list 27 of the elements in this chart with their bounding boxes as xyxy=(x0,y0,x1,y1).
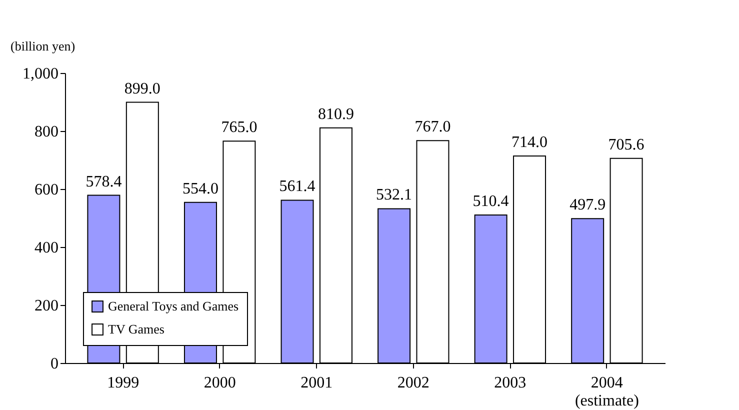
data-label: 532.1 xyxy=(376,186,412,204)
data-label: 899.0 xyxy=(124,80,160,98)
data-label: 561.4 xyxy=(279,178,316,196)
legend-label: TV Games xyxy=(108,322,164,336)
data-label: 810.9 xyxy=(318,106,354,123)
y-tick-label: 1,000 xyxy=(22,66,58,82)
y-tick-label: 200 xyxy=(34,298,58,314)
data-label: 510.4 xyxy=(472,192,509,210)
data-label: 705.6 xyxy=(608,136,644,154)
data-label: 767.0 xyxy=(414,118,451,136)
x-tick-label: 2004 (estimate) xyxy=(574,374,639,410)
y-tick-label: 400 xyxy=(34,240,58,256)
data-label: 714.0 xyxy=(512,134,548,151)
x-tick-label: 2003 xyxy=(494,374,526,392)
x-tick-label: 2000 xyxy=(204,374,236,392)
x-tick-label: 2002 xyxy=(397,374,430,392)
x-tick-label: 2001 xyxy=(300,374,333,392)
y-axis-title: (billion yen) xyxy=(10,38,76,54)
data-label: 578.4 xyxy=(86,173,122,190)
data-label: 554.0 xyxy=(182,180,218,198)
legend-label: General Toys and Games xyxy=(108,298,239,314)
y-tick-label: 600 xyxy=(34,182,58,198)
y-tick-label: 0 xyxy=(50,356,58,372)
x-tick-label: 1999 xyxy=(107,374,140,392)
y-tick-label: 800 xyxy=(34,124,58,140)
data-label: 765.0 xyxy=(221,119,258,136)
data-label: 497.9 xyxy=(570,196,606,214)
